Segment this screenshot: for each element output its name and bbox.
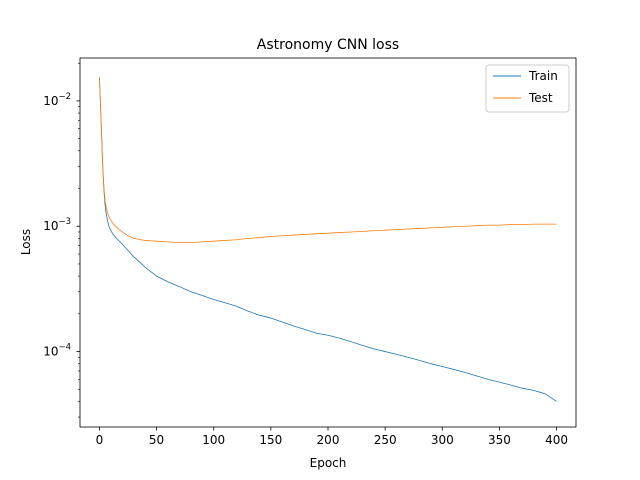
x-tick-label: 0	[96, 433, 104, 447]
x-tick-label: 200	[317, 433, 340, 447]
x-tick-label: 300	[431, 433, 454, 447]
x-axis-label: Epoch	[310, 456, 347, 470]
x-tick-label: 250	[374, 433, 397, 447]
series-layer	[99, 77, 557, 402]
y-tick-label: 10−3	[43, 217, 71, 233]
x-tick-label: 150	[259, 433, 282, 447]
x-tick-label: 50	[149, 433, 164, 447]
legend-label-test: Test	[528, 91, 553, 105]
legend-box	[485, 64, 570, 113]
legend: Train Test	[485, 64, 570, 113]
x-tick-label: 400	[545, 433, 568, 447]
y-tick-label: 10−2	[43, 92, 71, 108]
y-axis-label: Loss	[19, 229, 33, 255]
x-tick-label: 100	[202, 433, 225, 447]
y-axis-ticks: 10−2 10−3 10−4	[43, 62, 80, 418]
chart-title: Astronomy CNN loss	[257, 37, 399, 53]
series-line-test	[99, 77, 557, 244]
series-line-train	[99, 77, 557, 402]
x-tick-label: 350	[488, 433, 511, 447]
legend-label-train: Train	[528, 69, 558, 83]
y-tick-label: 10−4	[43, 343, 71, 359]
x-axis-ticks: 0 50 100 150 200 250 300 350 400	[96, 427, 568, 447]
